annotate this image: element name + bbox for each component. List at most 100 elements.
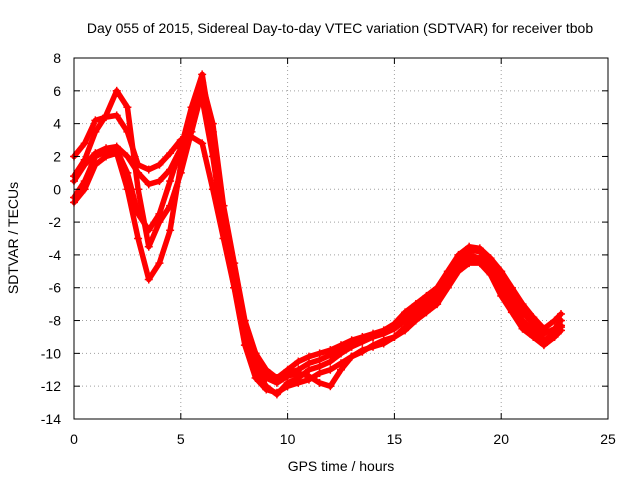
data-point [230,267,239,276]
data-point [433,296,442,305]
data-point [326,357,335,366]
y-tick-label: -10 [41,345,61,361]
data-point [358,337,367,346]
data-point [315,378,324,387]
data-point [497,287,506,296]
x-axis-label: GPS time / hours [288,458,395,474]
data-point [208,127,217,136]
x-tick-label: 25 [600,431,616,447]
data-point [155,259,164,268]
data-point [155,177,164,186]
data-point [422,303,431,312]
data-point [347,352,356,361]
y-tick-label: -14 [41,411,61,427]
x-tick-label: 15 [387,431,403,447]
data-point [379,339,388,348]
data-point [326,382,335,391]
data-point [443,280,452,289]
data-point [155,218,164,227]
series-group [70,70,566,399]
data-point [294,369,303,378]
data-point [326,365,335,374]
data-point [198,139,207,148]
data-point [134,185,143,194]
data-point [240,324,249,333]
data-point [123,103,132,112]
x-tick-label: 20 [493,431,509,447]
data-point [91,127,100,136]
data-point [176,168,185,177]
data-point [283,382,292,391]
y-tick-label: 8 [53,50,61,66]
data-point [80,155,89,164]
data-point [198,70,207,79]
y-axis-label: SDTVAR / TECUs [5,182,21,294]
data-point [91,116,100,125]
data-point [123,185,132,194]
data-point [80,139,89,148]
data-point [262,373,271,382]
y-tick-label: 0 [53,181,61,197]
data-point [390,324,399,333]
data-point [272,378,281,387]
data-point [539,337,548,346]
data-point [102,152,111,161]
plot-frame [73,57,609,420]
data-point [358,346,367,355]
data-point [219,209,228,218]
data-point [123,152,132,161]
data-point [198,86,207,95]
y-tick-label: -4 [49,247,62,263]
data-point [518,319,527,328]
data-point [272,388,281,397]
data-point [155,160,164,169]
grid [74,58,608,419]
data-point [465,254,474,263]
data-point [134,234,143,243]
data-point [166,177,175,186]
data-point [294,378,303,387]
data-point [557,323,566,332]
y-tick-label: 4 [53,116,61,132]
data-point [166,201,175,210]
data-point [507,303,516,312]
data-point [337,365,345,374]
data-point [144,275,153,284]
data-point [112,86,121,95]
data-point [475,255,484,264]
series-line-5 [71,88,564,389]
data-point [262,385,271,394]
chart-title: Day 055 of 2015, Sidereal Day-to-day VTE… [87,20,594,36]
data-point [166,149,175,158]
data-point [411,313,420,322]
axis-ticks: 0 5 10 15 20 25 -14 -12 -10 -8 -6 -4 -2 0 2 4 6 8 [41,50,616,447]
y-tick-label: -2 [49,214,62,230]
y-tick-label: 6 [53,83,61,99]
y-tick-label: -8 [49,313,62,329]
data-point [347,342,356,351]
data-point [454,264,463,273]
data-point [401,323,410,332]
x-tick-label: 0 [70,431,78,447]
data-point [80,185,89,194]
data-point [486,267,495,276]
data-point [144,165,153,174]
x-tick-label: 5 [177,431,185,447]
data-point [91,152,100,161]
data-point [91,160,100,169]
data-point [144,180,153,189]
data-point [369,332,378,341]
data-point [294,357,303,366]
data-point [369,342,378,351]
data-point [112,149,121,158]
data-point [112,111,121,120]
data-point [315,369,324,378]
y-tick-label: -12 [41,378,61,394]
y-tick-label: -6 [49,280,62,296]
data-point [304,372,313,381]
y-tick-label: 2 [53,148,61,164]
data-point [144,242,153,251]
data-point [529,329,538,338]
data-point [337,349,345,358]
